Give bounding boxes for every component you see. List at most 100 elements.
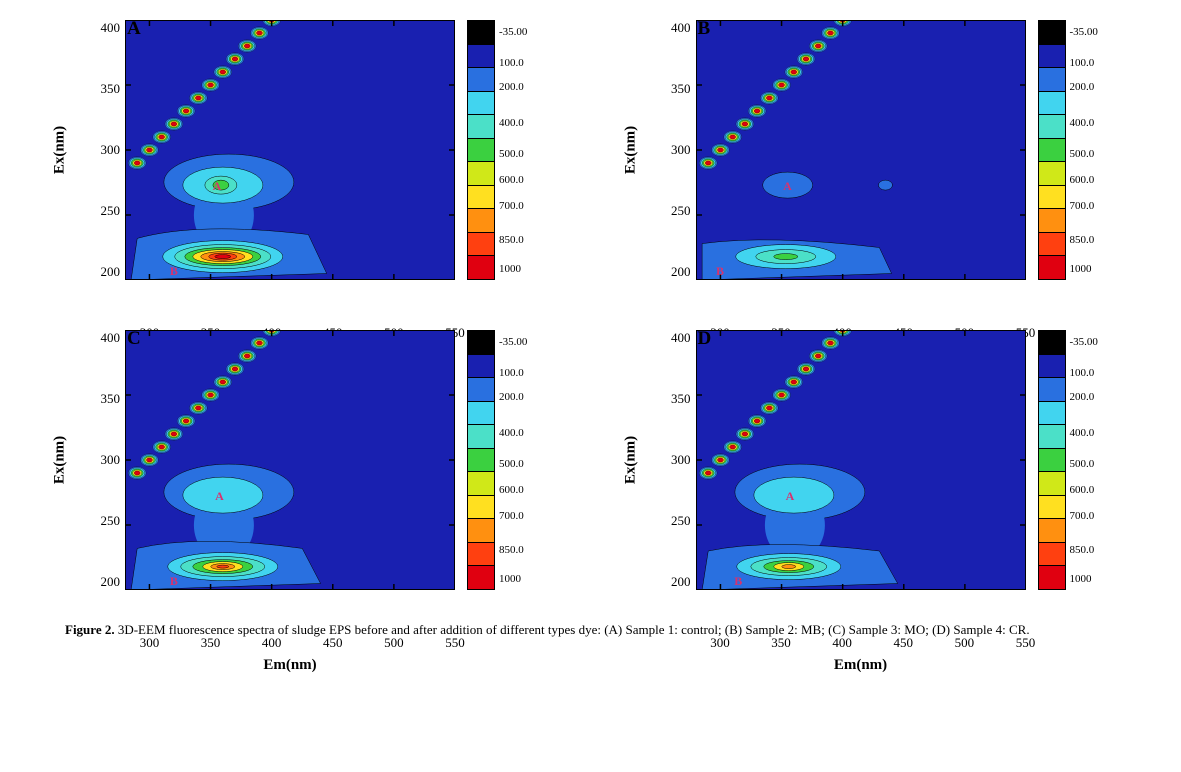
y-tick: 200 — [671, 574, 696, 590]
colorbar-label: 200.0 — [497, 391, 524, 403]
colorbar-segment — [468, 186, 494, 210]
contour-svg — [696, 20, 1026, 280]
y-tick: 300 — [671, 142, 696, 158]
colorbar-label: 500.0 — [497, 148, 524, 160]
colorbar-label: 850.0 — [497, 234, 524, 246]
colorbar-segment — [1039, 355, 1065, 379]
y-axis: Ex(nm)400350300250200 — [636, 20, 696, 280]
peak-label-a: A — [786, 489, 795, 504]
y-tick: 350 — [101, 391, 126, 407]
colorbar-gradient — [467, 20, 495, 280]
colorbar-segment — [1039, 496, 1065, 520]
colorbar-label: 700.0 — [1068, 200, 1095, 212]
x-tick: 350 — [771, 635, 791, 651]
colorbar-label: 100.0 — [1068, 57, 1095, 69]
y-tick: 400 — [101, 20, 126, 36]
colorbar-segment — [468, 566, 494, 589]
colorbar-segment — [468, 378, 494, 402]
colorbar-segment — [1039, 186, 1065, 210]
colorbar-segment — [468, 162, 494, 186]
colorbar-segment — [468, 543, 494, 567]
colorbar-label: 600.0 — [1068, 174, 1095, 186]
colorbar-segment — [1039, 519, 1065, 543]
peak-label-a: A — [783, 179, 792, 194]
colorbar-segment — [468, 21, 494, 45]
contour-panel-b: BEx(nm)400350300250200AB3003504004505005… — [636, 20, 1117, 280]
y-tick: 250 — [671, 513, 696, 529]
colorbar-label: 850.0 — [497, 544, 524, 556]
colorbar: -35.00100.0200.0400.0500.0600.0700.0850.… — [1038, 330, 1066, 590]
y-tick: 250 — [101, 513, 126, 529]
x-tick: 300 — [710, 635, 730, 651]
colorbar-label: 700.0 — [497, 200, 524, 212]
y-axis-label: Ex(nm) — [52, 126, 69, 174]
colorbar-segment — [1039, 92, 1065, 116]
y-axis: Ex(nm)400350300250200 — [65, 20, 125, 280]
colorbar-segment — [468, 256, 494, 279]
peak-label-b: B — [170, 264, 178, 279]
colorbar-label: 100.0 — [497, 57, 524, 69]
panel-letter: B — [698, 18, 711, 40]
colorbar-segment — [1039, 543, 1065, 567]
y-axis-label: Ex(nm) — [622, 436, 639, 484]
colorbar-segment — [1039, 139, 1065, 163]
colorbar-segment — [468, 425, 494, 449]
colorbar-label: 700.0 — [497, 510, 524, 522]
colorbar-label: 850.0 — [1068, 234, 1095, 246]
colorbar-segment — [1039, 378, 1065, 402]
peak-label-a: A — [215, 489, 224, 504]
colorbar-segment — [468, 209, 494, 233]
y-ticks: 400350300250200 — [101, 330, 126, 590]
contour-panel-c: CEx(nm)400350300250200AB3003504004505005… — [65, 330, 546, 590]
colorbar-segment — [468, 45, 494, 69]
caption-label: Figure 2. — [65, 622, 115, 637]
colorbar-segment — [1039, 566, 1065, 589]
colorbar-label: 1000 — [497, 573, 521, 585]
y-tick: 200 — [101, 574, 126, 590]
colorbar: -35.00100.0200.0400.0500.0600.0700.0850.… — [467, 330, 495, 590]
colorbar-gradient — [1038, 20, 1066, 280]
y-tick: 350 — [671, 391, 696, 407]
colorbar-label: 100.0 — [1068, 367, 1095, 379]
peak-label-b: B — [170, 574, 178, 589]
contour-panel-a: AEx(nm)400350300250200AB3003504004505005… — [65, 20, 546, 280]
contour-svg — [696, 330, 1026, 590]
colorbar-segment — [468, 496, 494, 520]
colorbar-label: 600.0 — [497, 484, 524, 496]
colorbar-label: 1000 — [1068, 573, 1092, 585]
colorbar: -35.00100.0200.0400.0500.0600.0700.0850.… — [1038, 20, 1066, 280]
colorbar-label: -35.00 — [497, 26, 527, 38]
y-tick: 250 — [671, 203, 696, 219]
peak-label-b: B — [716, 264, 724, 279]
y-axis-label: Ex(nm) — [622, 126, 639, 174]
colorbar-segment — [468, 472, 494, 496]
colorbar: -35.00100.0200.0400.0500.0600.0700.0850.… — [467, 20, 495, 280]
y-ticks: 400350300250200 — [671, 20, 696, 280]
x-tick: 550 — [445, 635, 465, 651]
y-ticks: 400350300250200 — [101, 20, 126, 280]
y-tick: 350 — [101, 81, 126, 97]
colorbar-label: -35.00 — [1068, 336, 1098, 348]
contour-svg — [125, 20, 455, 280]
y-tick: 300 — [671, 452, 696, 468]
panels-grid: AEx(nm)400350300250200AB3003504004505005… — [65, 20, 1116, 590]
colorbar-label: 1000 — [1068, 263, 1092, 275]
y-tick: 400 — [101, 330, 126, 346]
colorbar-segment — [1039, 256, 1065, 279]
colorbar-label: 200.0 — [1068, 81, 1095, 93]
x-tick: 450 — [894, 635, 914, 651]
contour-svg — [125, 330, 455, 590]
colorbar-label: 600.0 — [1068, 484, 1095, 496]
colorbar-label: 100.0 — [497, 367, 524, 379]
colorbar-label: 700.0 — [1068, 510, 1095, 522]
y-tick: 250 — [101, 203, 126, 219]
y-axis: Ex(nm)400350300250200 — [65, 330, 125, 590]
colorbar-gradient — [467, 330, 495, 590]
x-axis-label: Em(nm) — [263, 657, 316, 674]
colorbar-segment — [1039, 162, 1065, 186]
colorbar-segment — [1039, 115, 1065, 139]
colorbar-segment — [1039, 233, 1065, 257]
colorbar-gradient — [1038, 330, 1066, 590]
colorbar-segment — [468, 139, 494, 163]
colorbar-label: 500.0 — [1068, 458, 1095, 470]
